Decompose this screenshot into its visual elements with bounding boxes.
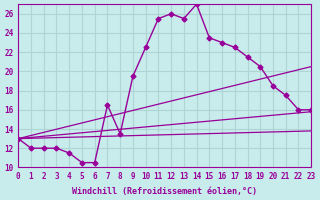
X-axis label: Windchill (Refroidissement éolien,°C): Windchill (Refroidissement éolien,°C) <box>72 187 257 196</box>
